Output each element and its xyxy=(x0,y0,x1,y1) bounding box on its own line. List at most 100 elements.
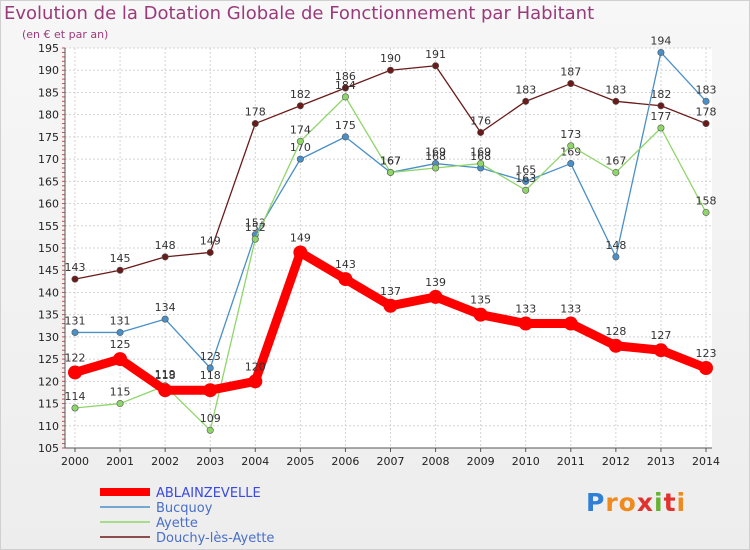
data-label: 131 xyxy=(65,314,86,327)
data-label: 118 xyxy=(200,369,221,382)
legend-label: Douchy-lès-Ayette xyxy=(156,531,274,546)
data-point xyxy=(612,253,620,261)
data-point xyxy=(251,120,259,128)
data-point xyxy=(386,66,394,74)
data-label: 194 xyxy=(650,34,671,47)
data-label: 133 xyxy=(515,303,536,316)
data-point xyxy=(608,338,623,353)
logo-letter: P xyxy=(586,488,606,517)
data-label: 168 xyxy=(470,150,491,163)
x-tick-label: 2008 xyxy=(422,455,450,468)
data-point xyxy=(71,404,79,412)
data-point xyxy=(522,97,530,105)
y-tick-label: 140 xyxy=(38,286,59,299)
data-point xyxy=(702,208,710,216)
data-point xyxy=(653,343,668,358)
data-label: 134 xyxy=(155,301,176,314)
data-point xyxy=(296,102,304,110)
y-tick-label: 175 xyxy=(38,131,59,144)
data-point xyxy=(71,328,79,336)
y-tick-label: 195 xyxy=(38,42,59,55)
y-tick-label: 165 xyxy=(38,175,59,188)
y-tick-label: 105 xyxy=(38,442,59,455)
data-point xyxy=(702,120,710,128)
data-point xyxy=(341,93,349,101)
data-point xyxy=(116,266,124,274)
y-tick-label: 110 xyxy=(38,420,59,433)
logo-letter: t xyxy=(663,488,677,517)
data-point xyxy=(612,97,620,105)
data-point xyxy=(383,298,398,313)
x-tick-label: 2004 xyxy=(241,455,269,468)
x-tick-label: 2014 xyxy=(692,455,720,468)
data-label: 139 xyxy=(425,276,446,289)
data-point xyxy=(702,97,710,105)
x-tick-label: 2005 xyxy=(286,455,314,468)
data-label: 187 xyxy=(560,66,581,79)
data-label: 167 xyxy=(605,154,626,167)
y-tick-label: 135 xyxy=(38,309,59,322)
logo-letter: i xyxy=(654,488,664,517)
data-point xyxy=(432,164,440,172)
data-label: 163 xyxy=(515,172,536,185)
y-tick-label: 120 xyxy=(38,375,59,388)
data-label: 148 xyxy=(155,239,176,252)
data-label: 149 xyxy=(290,231,311,244)
data-point xyxy=(477,128,485,136)
data-point xyxy=(248,374,263,389)
data-label: 176 xyxy=(470,114,491,127)
data-label: 143 xyxy=(335,258,356,271)
data-label: 182 xyxy=(290,88,311,101)
x-tick-label: 2010 xyxy=(512,455,540,468)
data-point xyxy=(203,383,218,398)
x-tick-label: 2003 xyxy=(196,455,224,468)
y-tick-label: 180 xyxy=(38,109,59,122)
x-tick-label: 2000 xyxy=(61,455,89,468)
data-point xyxy=(113,352,128,367)
y-tick-label: 145 xyxy=(38,264,59,277)
logo-letter: o xyxy=(618,488,637,517)
data-point xyxy=(296,137,304,145)
chart-subtitle: (en € et par an) xyxy=(22,28,109,41)
data-label: 175 xyxy=(335,119,356,132)
data-label: 122 xyxy=(65,351,86,364)
data-label: 158 xyxy=(696,194,717,207)
data-point xyxy=(699,361,713,375)
data-label: 170 xyxy=(290,141,311,154)
data-point xyxy=(567,80,575,88)
data-point xyxy=(251,235,259,243)
data-point xyxy=(563,316,578,331)
y-tick-label: 130 xyxy=(38,331,59,344)
data-point xyxy=(428,289,443,304)
data-label: 167 xyxy=(380,154,401,167)
data-point xyxy=(71,275,79,283)
data-point xyxy=(567,142,575,150)
data-label: 128 xyxy=(605,325,626,338)
y-tick-label: 170 xyxy=(38,153,59,166)
x-tick-label: 2001 xyxy=(106,455,134,468)
legend-label: Bucquoy xyxy=(156,501,213,516)
data-label: 173 xyxy=(560,128,581,141)
data-label: 178 xyxy=(245,106,266,119)
data-label: 184 xyxy=(335,79,356,92)
data-point xyxy=(293,245,308,260)
y-tick-label: 115 xyxy=(38,398,59,411)
data-label: 169 xyxy=(470,146,491,159)
data-point xyxy=(612,168,620,176)
x-tick-label: 2012 xyxy=(602,455,630,468)
data-point xyxy=(68,365,82,380)
data-point xyxy=(206,248,214,256)
data-point xyxy=(341,84,349,92)
data-label: 135 xyxy=(470,294,491,307)
data-label: 183 xyxy=(515,83,536,96)
legend-label: Ayette xyxy=(156,516,198,531)
data-label: 118 xyxy=(155,369,176,382)
y-tick-label: 160 xyxy=(38,198,59,211)
data-point xyxy=(206,364,214,372)
data-point xyxy=(657,102,665,110)
data-label: 183 xyxy=(696,83,717,96)
data-label: 149 xyxy=(200,234,221,247)
data-point xyxy=(657,124,665,132)
x-tick-label: 2006 xyxy=(331,455,359,468)
data-point xyxy=(518,316,533,331)
